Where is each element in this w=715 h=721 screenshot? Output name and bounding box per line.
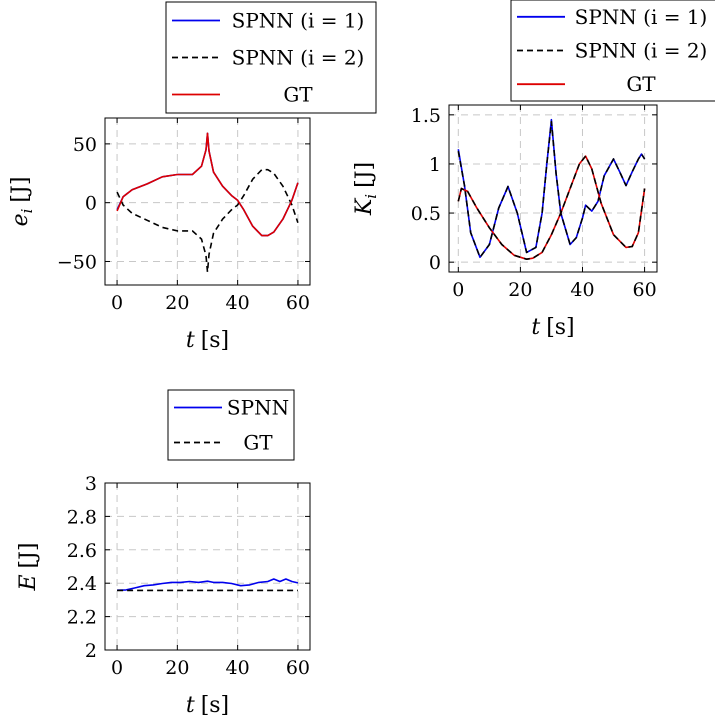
x-axis-label-var: t xyxy=(531,315,540,340)
y-tick-label: 2 xyxy=(85,640,97,662)
x-axis-label-unit: [s] xyxy=(201,328,229,353)
y-tick-label: 1 xyxy=(429,154,441,176)
x-axis-label-var: t xyxy=(186,328,195,353)
legend-entry: SPNN xyxy=(227,396,289,420)
series-line-overlay xyxy=(457,155,646,260)
x-tick-label: 60 xyxy=(286,657,310,679)
y-tick-label: 0 xyxy=(85,193,97,215)
y-tick-label: 2.2 xyxy=(67,607,97,629)
y-tick-label: 0 xyxy=(429,252,441,274)
y-axis-label-var: E xyxy=(16,574,41,591)
plot-frame xyxy=(104,482,311,651)
series-line-gt xyxy=(457,155,646,260)
y-tick-label: 1.5 xyxy=(411,105,441,127)
y-tick-label: −50 xyxy=(57,251,97,273)
legend: SPNN GT xyxy=(167,389,295,461)
plot-frame xyxy=(448,104,658,273)
y-axis-label-sub: i xyxy=(18,208,36,213)
x-tick-label: 20 xyxy=(165,657,189,679)
y-axis-label-unit: [J] xyxy=(8,177,33,203)
x-tick-label: 20 xyxy=(165,292,189,314)
x-tick-label: 40 xyxy=(226,292,250,314)
y-tick-label: 50 xyxy=(73,134,97,156)
series-line-spnn-i-1- xyxy=(457,118,646,259)
y-axis-label: ei [J] xyxy=(8,177,36,227)
y-axis-label-var: e xyxy=(8,213,33,226)
y-axis-label-unit: [J] xyxy=(352,162,377,188)
x-axis-label: t [s] xyxy=(186,693,229,718)
x-axis-label: t [s] xyxy=(186,328,229,353)
y-axis-label: E [J] xyxy=(16,542,41,591)
chart-E: 0 20 40 60 2 2.2 2.4 2.6 2.8 3 t [s] E [J] SPNN GT xyxy=(16,389,311,718)
y-tick-label: 2.6 xyxy=(67,540,97,562)
legend: SPNN (i = 1) SPNN (i = 2) GT xyxy=(510,0,715,102)
x-tick-label: 60 xyxy=(632,279,656,301)
x-tick-label: 0 xyxy=(452,279,464,301)
legend-entry: SPNN (i = 2) xyxy=(232,46,365,70)
y-axis-label-sub: i xyxy=(362,194,380,199)
y-tick-label: 2.4 xyxy=(67,573,97,595)
x-tick-label: 0 xyxy=(111,657,123,679)
x-tick-label: 40 xyxy=(226,657,250,679)
x-tick-label: 0 xyxy=(111,292,123,314)
y-axis-label: Ki [J] xyxy=(352,162,380,216)
x-axis-label-unit: [s] xyxy=(546,315,574,340)
x-tick-label: 20 xyxy=(508,279,532,301)
legend-box xyxy=(167,389,295,461)
legend-entry: SPNN (i = 2) xyxy=(575,39,708,63)
legend-entry: GT xyxy=(243,431,273,455)
x-axis-label-unit: [s] xyxy=(201,693,229,718)
legend-entry: SPNN (i = 1) xyxy=(232,9,365,33)
series-line-spnn-i-2- xyxy=(116,168,299,273)
y-axis-label-unit: [J] xyxy=(16,542,41,568)
legend-entry: GT xyxy=(283,83,313,107)
series-line-gt xyxy=(116,132,299,237)
x-axis-label: t [s] xyxy=(531,315,574,340)
series-line-spnn xyxy=(117,578,299,591)
plot-frame xyxy=(104,117,311,286)
y-axis-label-var: K xyxy=(352,197,377,216)
x-axis-label-var: t xyxy=(186,693,195,718)
legend-entry: SPNN (i = 1) xyxy=(575,5,708,29)
y-tick-label: 3 xyxy=(85,473,97,495)
y-tick-label: 0.5 xyxy=(411,203,441,225)
y-tick-label: 2.8 xyxy=(67,506,97,528)
legend-entry: GT xyxy=(626,72,656,96)
x-tick-label: 40 xyxy=(570,279,594,301)
legend: SPNN (i = 1) SPNN (i = 2) GT xyxy=(165,1,377,114)
x-tick-label: 60 xyxy=(286,292,310,314)
